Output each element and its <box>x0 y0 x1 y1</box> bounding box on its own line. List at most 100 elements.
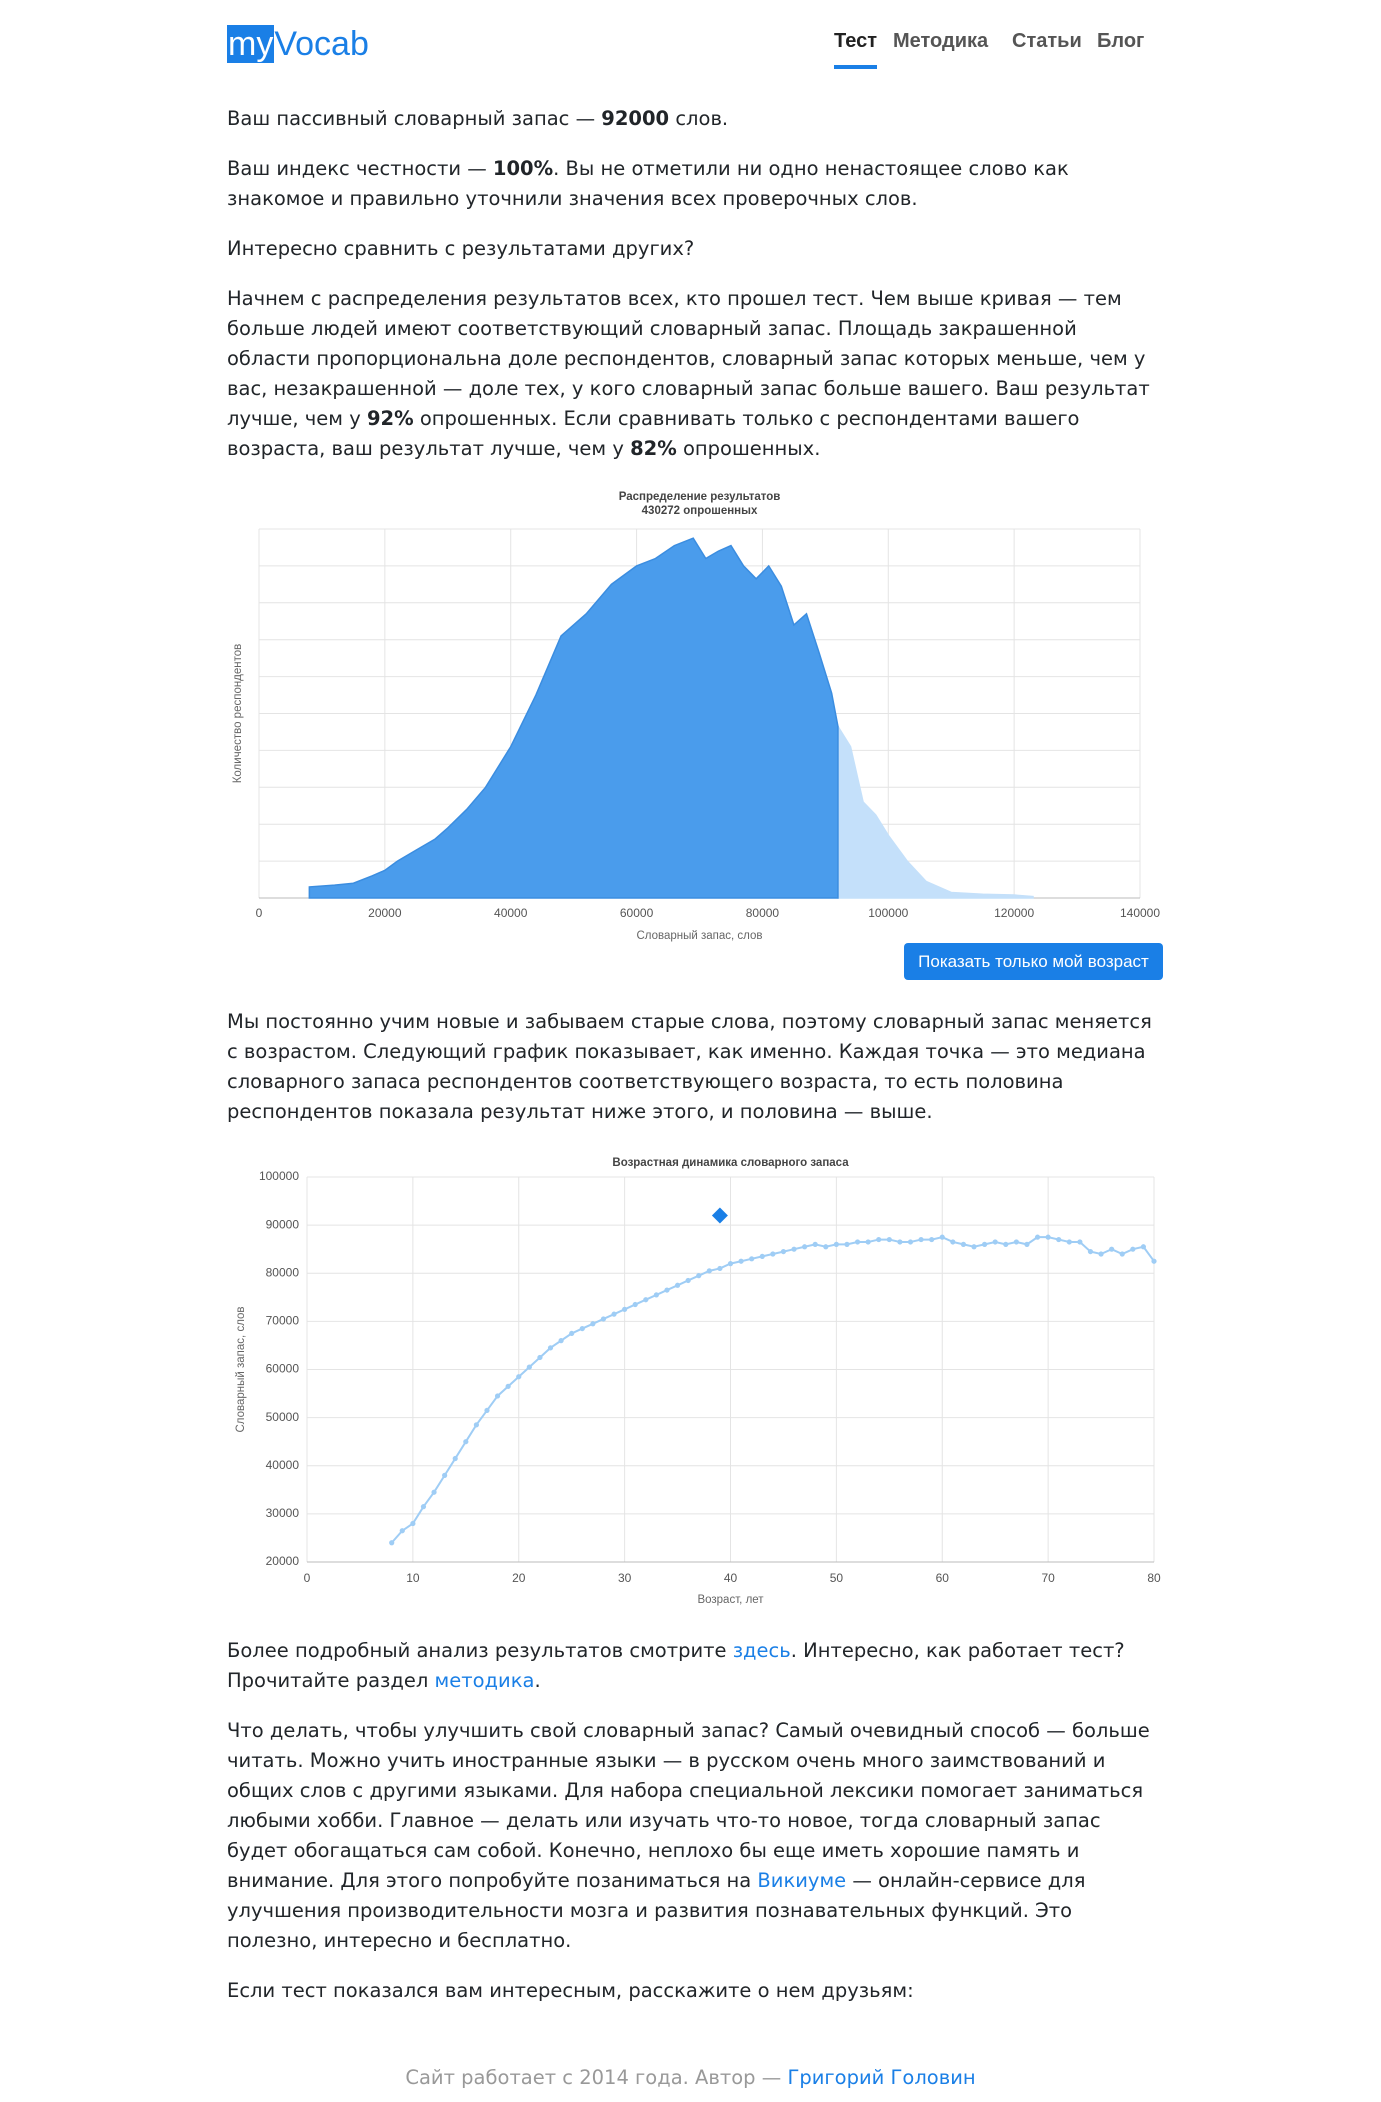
point <box>749 1256 755 1262</box>
point <box>484 1407 490 1414</box>
header: myVocab Тест Методика Статьи Блог <box>227 0 1163 104</box>
x-tick-label: 60 <box>936 1571 950 1585</box>
point <box>833 1241 839 1247</box>
area-above-result <box>837 723 1034 899</box>
nav-item[interactable]: Тест <box>834 30 877 69</box>
point <box>759 1253 765 1260</box>
text: опрошенных. <box>676 437 821 460</box>
point <box>897 1239 903 1245</box>
point <box>653 1292 659 1298</box>
point <box>516 1374 522 1380</box>
paragraph: Начнем с распределения результатов всех,… <box>227 284 1163 464</box>
point <box>780 1248 787 1255</box>
point <box>992 1239 998 1245</box>
point <box>1087 1248 1094 1255</box>
point <box>844 1241 850 1247</box>
y-axis-label: Количество респондентов <box>232 644 244 784</box>
paragraph: Более подробный анализ результатов смотр… <box>227 1636 1163 1696</box>
y-tick-label: 90000 <box>266 1217 300 1231</box>
point <box>685 1277 691 1284</box>
bold: 92000 <box>601 107 670 130</box>
x-tick-label: 40000 <box>494 906 528 920</box>
point <box>569 1330 575 1337</box>
point <box>600 1316 607 1322</box>
age-filter-button[interactable]: Показать только мой возраст <box>904 943 1163 980</box>
link[interactable]: методика <box>434 1669 535 1692</box>
point <box>526 1364 532 1370</box>
link[interactable]: здесь <box>732 1639 791 1662</box>
nav-item[interactable]: Методика <box>893 30 989 52</box>
point <box>643 1297 649 1303</box>
y-tick-label: 20000 <box>266 1554 300 1568</box>
point <box>727 1261 734 1267</box>
point <box>1056 1236 1062 1243</box>
point <box>1024 1241 1030 1247</box>
age-chart: Возрастная динамика словарного запаса Воз… <box>235 1157 1161 1606</box>
text: Мы постоянно учим новые и забываем стары… <box>227 1010 1152 1123</box>
y-tick-label: 70000 <box>266 1314 300 1328</box>
bold: 92% <box>366 407 414 430</box>
point <box>579 1325 585 1332</box>
y-tick-label: 30000 <box>266 1506 300 1520</box>
point <box>1109 1246 1115 1252</box>
point <box>770 1251 776 1257</box>
point <box>420 1504 427 1510</box>
text: Если тест показался вам интересным, расс… <box>227 1979 914 2002</box>
point <box>971 1244 977 1250</box>
point <box>463 1439 469 1445</box>
nav-item[interactable]: Блог <box>1097 30 1145 52</box>
point <box>717 1265 723 1272</box>
point <box>950 1239 956 1245</box>
point <box>960 1241 967 1247</box>
x-tick-label: 60000 <box>620 906 654 920</box>
point <box>664 1287 670 1293</box>
point <box>389 1540 395 1546</box>
text: Интересно сравнить с результатами других… <box>227 237 695 260</box>
point <box>738 1258 744 1264</box>
logo-vocab: Vocab <box>274 25 369 63</box>
x-tick-label: 0 <box>256 906 263 920</box>
point <box>939 1234 945 1240</box>
logo-my: my <box>227 25 275 63</box>
text: Что делать, чтобы улучшить свой словарны… <box>227 1719 1150 1892</box>
x-tick-label: 70 <box>1041 1571 1055 1585</box>
content: myVocab Тест Методика Статьи Блог Ваш па… <box>227 0 1163 2006</box>
paragraph: Ваш пассивный словарный запас — 92000 сл… <box>227 104 1163 134</box>
logo[interactable]: myVocab <box>227 22 369 66</box>
link[interactable]: Григорий Головин <box>787 2066 976 2089</box>
paragraph: Мы постоянно учим новые и забываем стары… <box>227 1007 1163 1127</box>
point <box>982 1241 988 1247</box>
paragraph: Ваш индекс честности — 100%. Вы не отмет… <box>227 154 1163 214</box>
point <box>791 1246 797 1252</box>
nav-item[interactable]: Статьи <box>1012 30 1082 52</box>
point <box>886 1236 892 1243</box>
point <box>907 1239 914 1245</box>
link[interactable]: Викиуме <box>757 1869 847 1892</box>
text: Ваш индекс честности — <box>227 157 493 180</box>
paragraph: Если тест показался вам интересным, расс… <box>227 1976 1163 2006</box>
point <box>442 1472 448 1478</box>
point <box>590 1321 596 1327</box>
point <box>537 1354 543 1361</box>
point <box>1140 1244 1147 1250</box>
point <box>505 1383 511 1389</box>
point <box>399 1528 405 1534</box>
text: опрошенных. Если сравнивать только с рес… <box>227 407 1080 460</box>
y-tick-label: 60000 <box>266 1362 300 1376</box>
button-row: Показать только мой возраст <box>227 943 1163 993</box>
point <box>1003 1241 1009 1247</box>
distribution-chart: Распределение результатов 430272 опрошенн… <box>232 491 1160 942</box>
point <box>1034 1234 1041 1240</box>
point <box>929 1236 935 1243</box>
x-tick-label: 40 <box>724 1571 738 1585</box>
point <box>802 1244 808 1250</box>
chart-title: Распределение результатов <box>619 491 781 503</box>
point <box>918 1236 924 1243</box>
x-tick-label: 50 <box>830 1571 844 1585</box>
point <box>876 1236 882 1243</box>
x-tick-label: 30 <box>618 1571 632 1585</box>
y-tick-label: 80000 <box>266 1265 300 1279</box>
x-axis-label: Возраст, лет <box>697 1594 764 1606</box>
point <box>823 1244 829 1250</box>
point <box>1013 1239 1019 1245</box>
